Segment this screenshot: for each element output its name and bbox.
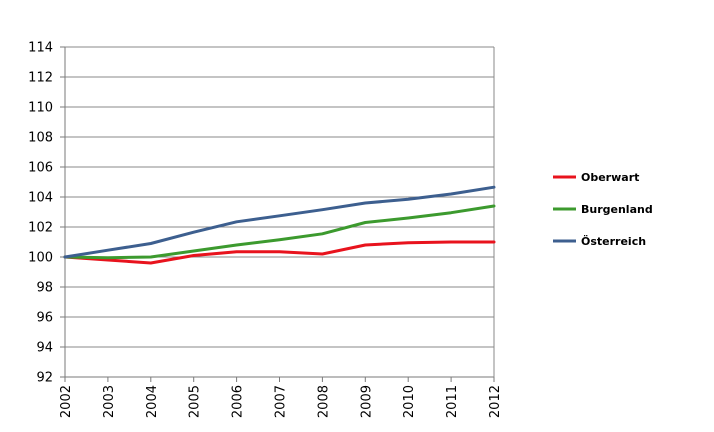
y-tick-label: 96 xyxy=(36,311,53,326)
legend: Oberwart Burgenland Österreich xyxy=(553,171,653,248)
legend-label: Burgenland xyxy=(581,203,653,216)
series-lines xyxy=(63,185,496,265)
y-tick-label: 114 xyxy=(28,41,53,56)
axes xyxy=(60,46,495,382)
x-tick-label: 2005 xyxy=(188,385,203,418)
gridlines xyxy=(65,46,494,348)
x-tick-label: 2007 xyxy=(274,385,289,418)
y-tick-label: 106 xyxy=(28,161,53,176)
x-tick-label: 2009 xyxy=(359,385,374,418)
y-tick-label: 108 xyxy=(28,131,53,146)
x-tick-label: 2008 xyxy=(316,385,331,418)
x-tick-label: 2002 xyxy=(59,385,74,418)
y-tick-label: 110 xyxy=(28,101,53,116)
y-tick-label: 92 xyxy=(36,371,53,386)
x-tick-label: 2004 xyxy=(145,385,160,418)
y-tick-label: 98 xyxy=(36,281,53,296)
x-tick-label: 2006 xyxy=(231,385,246,418)
x-tick-labels: 2002 2003 2004 2005 2006 2007 2008 2009 2010 2011… xyxy=(59,385,503,418)
x-tick-label: 2011 xyxy=(445,385,460,418)
series-line-1 xyxy=(63,204,496,260)
legend-label: Oberwart xyxy=(581,171,639,184)
y-tick-label: 104 xyxy=(28,191,53,206)
y-tick-label: 100 xyxy=(28,251,53,266)
y-tick-labels: 92 94 96 98 100 102 104 106 108 110 112 114 xyxy=(28,41,53,386)
y-tick-label: 94 xyxy=(36,341,53,356)
x-tick-label: 2003 xyxy=(102,385,117,418)
x-tick-label: 2010 xyxy=(402,385,417,418)
y-tick-label: 102 xyxy=(28,221,53,236)
legend-label: Österreich xyxy=(581,234,646,248)
series-line-2 xyxy=(63,185,496,259)
x-tick-label: 2012 xyxy=(488,385,503,418)
series-line-0 xyxy=(63,240,496,265)
y-tick-label: 112 xyxy=(28,71,53,86)
